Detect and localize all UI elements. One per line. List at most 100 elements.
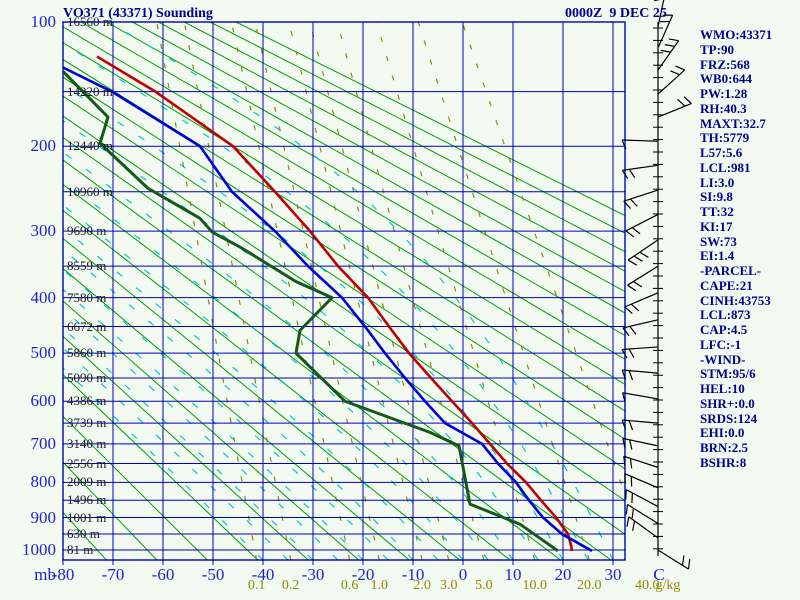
wind-barb-feather <box>622 327 630 337</box>
height-label: 7580 m <box>67 289 107 305</box>
wind-barb-shaft <box>623 189 659 202</box>
wind-barb <box>627 265 659 292</box>
mixing-ratio-line <box>230 22 351 560</box>
height-label: 3739 m <box>67 415 107 431</box>
height-label: 6672 m <box>67 318 107 334</box>
wind-barb-feather <box>631 508 635 519</box>
wind-barb <box>625 489 659 508</box>
height-label: 5090 m <box>67 369 107 385</box>
wind-barb-feather <box>621 169 629 180</box>
stats-line: -PARCEL- <box>700 263 762 278</box>
dry-adiabat-line <box>63 95 625 470</box>
wind-barb-shaft <box>623 455 659 468</box>
stats-line: WB0:644 <box>700 71 752 87</box>
wind-barb-shaft <box>657 549 689 570</box>
wind-barb-feather <box>621 392 626 403</box>
dry-adiabat-line <box>63 373 259 560</box>
wind-barb-feather <box>654 0 660 2</box>
dry-adiabat-line <box>63 136 625 535</box>
wind-barb <box>657 549 691 570</box>
wind-barb-feather <box>668 38 679 42</box>
mixing-ratio-label: 2.0 <box>413 578 431 593</box>
temperature-tick-label: -60 <box>151 565 175 584</box>
wind-barb-shaft <box>625 489 659 508</box>
wind-barb-shaft <box>657 0 665 27</box>
wind-barb <box>657 96 692 118</box>
mixing-ratio-line <box>461 22 625 498</box>
mixing-ratio-line <box>417 22 590 560</box>
temperature-tick-label: -40 <box>251 565 275 584</box>
stats-line: KI:17 <box>700 218 733 234</box>
wind-barb-shaft <box>628 516 659 539</box>
wind-barb <box>624 473 659 489</box>
stats-line: BSHR:8 <box>700 454 747 470</box>
stats-line: BRN:2.5 <box>700 440 749 455</box>
wind-barb-feather <box>627 259 638 266</box>
wind-barb-feather <box>628 169 636 179</box>
wind-barb-feather <box>687 559 691 570</box>
pressure-label: 1000 <box>22 540 56 559</box>
page-title: VO371 (43371) Sounding <box>63 6 213 21</box>
moist-adiabat-line <box>114 25 614 560</box>
mixing-ratio-label: 3.0 <box>439 578 458 593</box>
wind-barb-feather <box>623 200 632 209</box>
pressure-label: 200 <box>30 136 57 156</box>
temperature-tick-label: -50 <box>201 565 225 584</box>
wind-barb-feather <box>623 456 626 467</box>
stats-line: TP:90 <box>700 41 734 57</box>
wind-barb-feather <box>628 370 634 381</box>
dry-adiabat-line <box>63 461 158 560</box>
temperature-tick-label: 10 <box>504 565 522 584</box>
wind-barb-shaft <box>624 292 659 308</box>
height-label: 3140 m <box>67 435 107 451</box>
dry-adiabat-line <box>63 415 208 560</box>
dry-adiabats <box>63 22 625 560</box>
wind-barb-shaft <box>657 40 680 71</box>
temperature-tick-label: 0 <box>458 565 468 584</box>
stats-line: L57:5.6 <box>700 145 743 160</box>
mixing-ratio-label: 5.0 <box>475 578 493 593</box>
stats-line: MAXT:32.7 <box>700 115 766 131</box>
temperature-tick-label: -20 <box>351 565 375 584</box>
stats-line: SRDS:124 <box>700 410 758 426</box>
wind-barb-feather <box>628 420 634 431</box>
height-label: 1001 m <box>67 509 107 525</box>
stats-line: CAP:4.5 <box>700 322 748 337</box>
height-label: 10960 m <box>67 183 113 199</box>
wind-barb-feather <box>621 369 627 380</box>
wind-barb-feather <box>622 438 626 449</box>
wind-barb <box>625 503 659 525</box>
wind-barb-feather <box>677 98 686 107</box>
wind-barb-shaft <box>622 392 659 400</box>
wind-barb-feather <box>621 139 627 150</box>
moist-adiabat-line <box>63 227 439 560</box>
wind-barb-feather <box>624 306 633 315</box>
wind-barb-feather <box>626 516 630 527</box>
wind-barb-feather <box>631 492 633 503</box>
temperature-tick-label: -70 <box>101 565 125 584</box>
mixing-ratio-label: 0.6 <box>340 578 359 593</box>
mixing-ratio-line <box>375 22 536 560</box>
wind-barb <box>657 65 686 95</box>
wind-barb <box>621 419 659 431</box>
mixing-ratio-line <box>288 22 423 560</box>
stats-line: WMO:43371 <box>700 27 773 42</box>
wind-barb-shaft <box>622 319 659 329</box>
stats-line: LCL:873 <box>700 307 751 323</box>
pressure-label: 700 <box>30 433 57 453</box>
stats-line: HEL:10 <box>700 381 745 396</box>
wind-barb <box>626 516 659 539</box>
wind-barb-shaft <box>622 437 659 447</box>
wind-barb-feather <box>681 555 685 566</box>
parcel-curve <box>63 66 593 553</box>
wind-barb-column <box>621 0 692 570</box>
pressure-label: 600 <box>30 391 57 411</box>
mixing-ratio-label: 20.0 <box>577 578 602 593</box>
dry-adiabat-line <box>63 209 511 560</box>
stats-line: LFC:-1 <box>700 336 742 352</box>
wind-barb-feather <box>629 325 637 335</box>
mixing-ratio-axis-unit: g/kg <box>655 578 681 593</box>
pressure-label: 300 <box>30 221 57 241</box>
dry-adiabat-line <box>209 22 625 234</box>
